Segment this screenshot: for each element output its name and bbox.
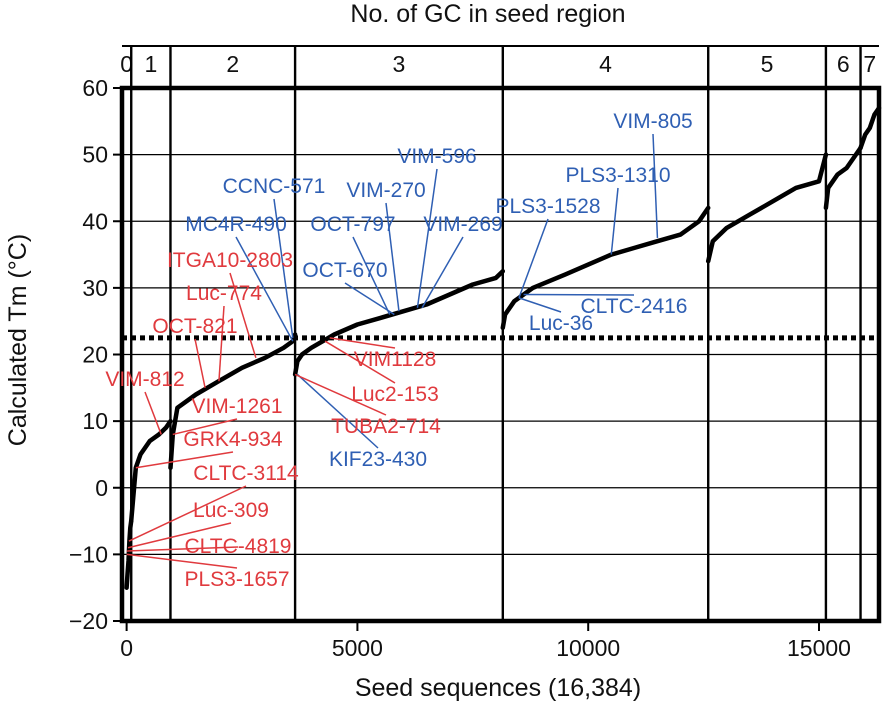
gc-group-label: 0 — [120, 51, 133, 77]
annotation-leader — [518, 218, 549, 299]
annotation-label: ITGA10-2803 — [167, 249, 293, 272]
annotation-leader — [126, 553, 238, 569]
gc-group-label: 5 — [761, 51, 774, 77]
annotation-leader — [324, 340, 396, 384]
annotation-label: VIM-805 — [613, 110, 692, 133]
annotation-leaders — [126, 133, 659, 569]
annotation-label: VIM-270 — [346, 179, 425, 202]
series-group — [124, 105, 882, 590]
series-line — [168, 332, 298, 471]
x-tick-label: 10000 — [556, 635, 620, 661]
annotation-label: GRK4-934 — [183, 428, 283, 451]
y-tick-label: −20 — [69, 608, 108, 634]
y-tick-label: 10 — [82, 408, 108, 434]
annotation-leader — [218, 305, 225, 382]
y-tick-label: 60 — [82, 75, 108, 101]
y-tick-label: 20 — [82, 342, 108, 368]
axis-ticks: −20 −10 0 10 20 30 40 50 60 0 5000 10000 15000 — [69, 75, 851, 661]
annotation-label: VIM-269 — [423, 213, 502, 236]
top-axis-label: No. of GC in seed region — [350, 0, 625, 28]
annotation-leader — [235, 236, 294, 342]
annotation-label: Luc2-153 — [351, 383, 439, 406]
annotation-label: OCT-797 — [310, 213, 395, 236]
gc-group-label: 1 — [144, 51, 157, 77]
x-tick-label: 5000 — [332, 635, 383, 661]
x-tick-label: 15000 — [787, 635, 851, 661]
annotation-label: PLS3-1310 — [565, 164, 670, 187]
annotation-label: VIM-812 — [105, 368, 184, 391]
gc-group-label: 2 — [226, 51, 239, 77]
annotation-leader — [385, 202, 400, 312]
x-axis-label: Seed sequences (16,384) — [355, 674, 641, 702]
annotation-leader — [421, 236, 464, 309]
annotation-labels: VIM-805 PLS3-1310 PLS3-1528 VIM-596 CCNC-571… — [105, 110, 692, 591]
series-line — [858, 105, 882, 151]
annotation-label: PLS3-1528 — [495, 195, 600, 218]
gc-group-label: 6 — [837, 51, 850, 77]
annotation-label: CCNC-571 — [223, 175, 326, 198]
annotation-leader — [135, 451, 234, 469]
annotation-label: Luc-36 — [529, 312, 593, 335]
annotation-label: OCT-670 — [302, 259, 387, 282]
annotation-leader — [296, 373, 379, 449]
annotation-label: CLTC-4819 — [185, 535, 292, 558]
series-line — [500, 205, 711, 331]
annotation-leader — [126, 546, 239, 552]
annotation-label: CLTC-2416 — [581, 295, 688, 318]
annotation-label: Luc-309 — [193, 499, 269, 522]
annotation-leader — [128, 485, 247, 542]
annotation-leader — [518, 297, 562, 313]
annotation-leader — [352, 236, 391, 315]
annotation-label: MC4R-490 — [185, 213, 287, 236]
annotation-label: CLTC-3114 — [193, 462, 299, 485]
series-line — [823, 145, 863, 211]
annotation-leader — [294, 373, 387, 416]
annotation-label: VIM-1261 — [191, 395, 282, 418]
series-line — [705, 152, 829, 264]
annotation-leader — [610, 187, 619, 255]
y-axis-label: Calculated Tm (°C) — [4, 234, 32, 446]
y-tick-label: 30 — [82, 275, 108, 301]
annotation-leader — [229, 272, 257, 359]
annotation-leader — [652, 133, 659, 238]
annotation-leader — [127, 522, 232, 549]
annotation-leader — [172, 418, 238, 436]
annotation-leader — [273, 198, 294, 338]
annotation-label: TUBA2-714 — [331, 415, 441, 438]
annotation-label: VIM-596 — [397, 145, 476, 168]
annotation-leader — [329, 337, 396, 349]
y-tick-label: −10 — [69, 541, 108, 567]
annotation-leader — [416, 168, 438, 308]
y-tick-label: 50 — [82, 142, 108, 168]
gc-group-label: 3 — [393, 51, 406, 77]
y-tick-label: 0 — [95, 475, 108, 501]
annotation-leader — [194, 338, 206, 388]
gc-group-label: 7 — [863, 51, 876, 77]
gc-group-label: 4 — [599, 51, 612, 77]
annotation-label: PLS3-1657 — [184, 568, 289, 591]
series-line — [128, 418, 173, 524]
annotation-label: OCT-821 — [152, 315, 237, 338]
y-tick-label: 40 — [82, 208, 108, 234]
series-line — [292, 268, 506, 377]
annotation-leader — [344, 282, 395, 316]
annotation-label: KIF23-430 — [329, 448, 427, 471]
annotation-leader — [144, 391, 162, 435]
x-tick-label: 0 — [120, 635, 133, 661]
annotation-label: Luc-774 — [186, 282, 262, 305]
annotation-label: VIM1128 — [354, 348, 437, 371]
